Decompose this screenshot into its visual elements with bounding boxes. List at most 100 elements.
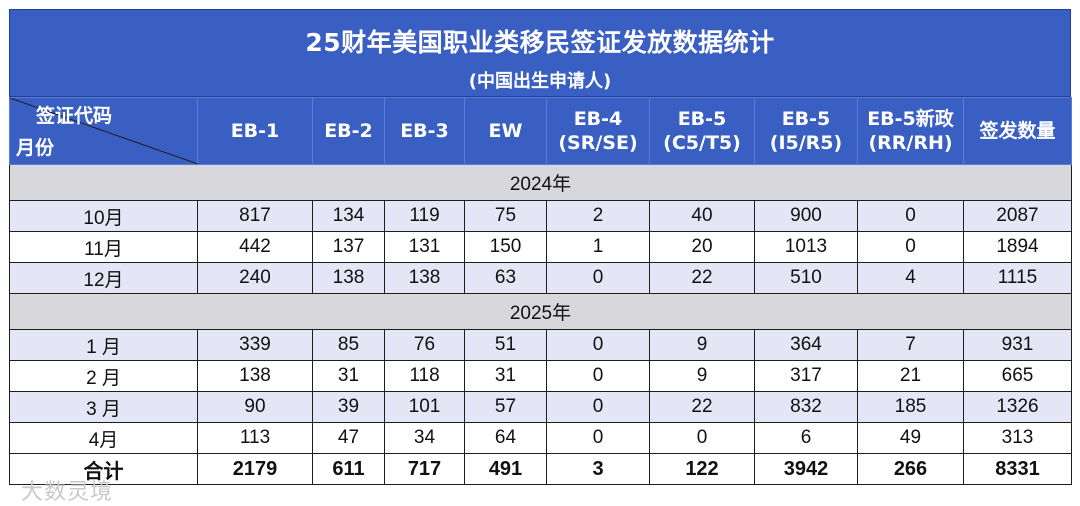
value-cell: 0 xyxy=(649,422,755,454)
column-header: EB-4 (SR/SE) xyxy=(546,97,650,165)
value-cell: 150 xyxy=(464,231,547,263)
value-cell: 21 xyxy=(857,360,964,392)
column-header: EB-5 (I5/R5) xyxy=(754,97,858,165)
total-label: 合计 xyxy=(9,453,198,485)
value-cell: 31 xyxy=(464,360,547,392)
value-cell: 931 xyxy=(963,329,1072,361)
value-cell: 119 xyxy=(384,200,465,232)
column-header-line: 签发数量 xyxy=(979,120,1056,142)
value-cell: 49 xyxy=(857,422,964,454)
value-cell: 313 xyxy=(963,422,1072,454)
value-cell: 9 xyxy=(649,329,755,361)
value-cell: 339 xyxy=(197,329,313,361)
total-row: 合计 2179 611 717 491 3 122 3942 266 8331 xyxy=(9,453,1072,485)
value-cell: 138 xyxy=(312,262,385,294)
year-label: 2024年 xyxy=(9,164,1072,201)
column-header: EB-5 (C5/T5) xyxy=(649,97,755,165)
value-cell: 40 xyxy=(649,200,755,232)
year-row: 2025年 xyxy=(9,293,1072,330)
value-cell: 240 xyxy=(197,262,313,294)
value-cell: 9 xyxy=(649,360,755,392)
value-cell: 4 xyxy=(857,262,964,294)
table-row: 3 月 90 39 101 57 0 22 832 185 1326 xyxy=(9,391,1072,423)
total-value-cell: 3942 xyxy=(754,453,858,485)
value-cell: 51 xyxy=(464,329,547,361)
value-cell: 2087 xyxy=(963,200,1072,232)
value-cell: 0 xyxy=(857,200,964,232)
month-cell: 4月 xyxy=(9,422,198,454)
month-cell: 11月 xyxy=(9,231,198,263)
value-cell: 131 xyxy=(384,231,465,263)
data-table: 签证代码 月份 EB-1 EB-2 EB-3 EW EB-4 (SR/SE) EB-5 (C5… xyxy=(9,97,1072,485)
value-cell: 1326 xyxy=(963,391,1072,423)
month-cell: 3 月 xyxy=(9,391,198,423)
value-cell: 101 xyxy=(384,391,465,423)
value-cell: 0 xyxy=(857,231,964,263)
value-cell: 113 xyxy=(197,422,313,454)
value-cell: 510 xyxy=(754,262,858,294)
column-header-line: (SR/SE) xyxy=(558,132,638,154)
page-subtitle: (中国出生申请人) xyxy=(468,71,612,92)
total-value-cell: 122 xyxy=(649,453,755,485)
column-header: EB-3 xyxy=(384,97,465,165)
watermark: 大数灵境 xyxy=(21,480,114,505)
title-bar: 25财年美国职业类移民签证发放数据统计 (中国出生申请人) xyxy=(9,9,1071,97)
value-cell: 0 xyxy=(546,391,650,423)
month-cell: 2 月 xyxy=(9,360,198,392)
total-value-cell: 266 xyxy=(857,453,964,485)
column-header: EW xyxy=(464,97,547,165)
value-cell: 90 xyxy=(197,391,313,423)
table-row: 4月 113 47 34 64 0 0 6 49 313 xyxy=(9,422,1072,454)
value-cell: 0 xyxy=(546,360,650,392)
column-header-line: EB-1 xyxy=(230,120,280,142)
value-cell: 138 xyxy=(384,262,465,294)
column-header: 签发数量 xyxy=(963,97,1072,165)
value-cell: 34 xyxy=(384,422,465,454)
column-header: EB-5新政 (RR/RH) xyxy=(857,97,964,165)
value-cell: 22 xyxy=(649,391,755,423)
value-cell: 832 xyxy=(754,391,858,423)
column-header-line: (I5/R5) xyxy=(769,132,843,154)
total-value-cell: 8331 xyxy=(963,453,1072,485)
table-row: 10月 817 134 119 75 2 40 900 0 2087 xyxy=(9,200,1072,232)
value-cell: 7 xyxy=(857,329,964,361)
table-row: 12月 240 138 138 63 0 22 510 4 1115 xyxy=(9,262,1072,294)
value-cell: 85 xyxy=(312,329,385,361)
value-cell: 57 xyxy=(464,391,547,423)
value-cell: 317 xyxy=(754,360,858,392)
diagonal-divider xyxy=(10,98,198,164)
total-value-cell: 717 xyxy=(384,453,465,485)
column-header-line: EW xyxy=(488,120,523,142)
table-row: 1 月 339 85 76 51 0 9 364 7 931 xyxy=(9,329,1072,361)
column-header-line: EB-4 xyxy=(573,108,623,130)
month-cell: 1 月 xyxy=(9,329,198,361)
column-header-line: EB-5 xyxy=(677,108,727,130)
value-cell: 185 xyxy=(857,391,964,423)
value-cell: 817 xyxy=(197,200,313,232)
page-title: 25财年美国职业类移民签证发放数据统计 xyxy=(305,28,775,57)
header-row: 签证代码 月份 EB-1 EB-2 EB-3 EW EB-4 (SR/SE) EB-5 (C5… xyxy=(9,97,1072,165)
value-cell: 442 xyxy=(197,231,313,263)
table-row: 2 月 138 31 118 31 0 9 317 21 665 xyxy=(9,360,1072,392)
column-header: EB-1 xyxy=(197,97,313,165)
value-cell: 1115 xyxy=(963,262,1072,294)
value-cell: 1 xyxy=(546,231,650,263)
value-cell: 22 xyxy=(649,262,755,294)
value-cell: 6 xyxy=(754,422,858,454)
column-header-line: EB-3 xyxy=(400,120,449,142)
column-axis-label: 签证代码 xyxy=(36,105,113,127)
value-cell: 76 xyxy=(384,329,465,361)
table-body: 2024年 10月 817 134 119 75 2 40 900 0 2087 11月 442 137 1… xyxy=(9,164,1072,485)
value-cell: 31 xyxy=(312,360,385,392)
value-cell: 0 xyxy=(546,262,650,294)
value-cell: 20 xyxy=(649,231,755,263)
value-cell: 137 xyxy=(312,231,385,263)
year-label: 2025年 xyxy=(9,293,1072,330)
total-value-cell: 491 xyxy=(464,453,547,485)
value-cell: 1894 xyxy=(963,231,1072,263)
column-header-line: EB-5 xyxy=(781,108,831,130)
value-cell: 2 xyxy=(546,200,650,232)
value-cell: 364 xyxy=(754,329,858,361)
column-header: EB-2 xyxy=(312,97,385,165)
column-header-line: EB-2 xyxy=(324,120,373,142)
